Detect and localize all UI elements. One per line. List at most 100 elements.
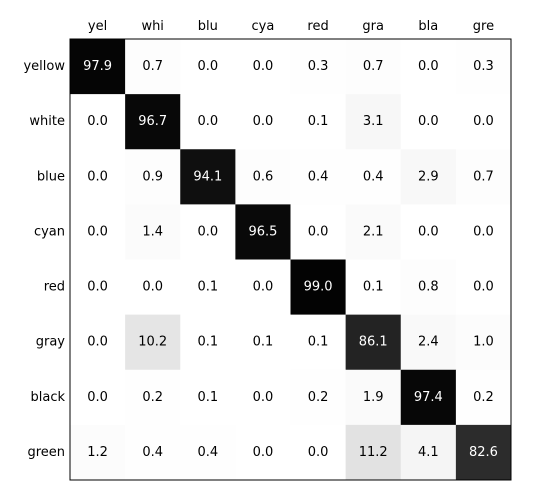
heatmap-cell	[125, 94, 181, 150]
heatmap-cell	[455, 149, 512, 205]
heatmap-cell	[455, 259, 512, 315]
cell-value-label: 2.9	[418, 169, 439, 184]
heatmap-cell	[70, 259, 126, 315]
cell-value-label: 0.0	[87, 224, 108, 239]
cell-value-label: 2.1	[363, 224, 384, 239]
cell-value-label: 0.1	[308, 335, 329, 350]
cell-value-label: 0.0	[253, 59, 274, 74]
heatmap-cell	[345, 204, 402, 260]
cell-value-label: 0.1	[197, 335, 218, 350]
heatmap-cell	[290, 259, 346, 315]
heatmap-cell	[400, 39, 457, 95]
heatmap-cell	[125, 39, 181, 95]
heatmap-cell	[180, 204, 236, 260]
cell-value-label: 0.0	[253, 390, 274, 405]
heatmap-cell	[70, 369, 126, 426]
cell-value-label: 0.0	[87, 114, 108, 129]
heatmap-cell	[125, 369, 181, 426]
heatmap-cell	[125, 259, 181, 315]
cell-value-label: 97.4	[414, 390, 443, 405]
cell-value-label: 0.4	[363, 169, 384, 184]
cell-value-label: 1.4	[142, 224, 163, 239]
cell-value-label: 0.0	[197, 59, 218, 74]
heatmap-cell	[70, 314, 126, 371]
cell-value-label: 0.0	[253, 114, 274, 129]
cell-value-label: 1.9	[363, 390, 384, 405]
cell-value-label: 0.1	[308, 114, 329, 129]
heatmap-cell	[180, 369, 236, 426]
heatmap-cell	[235, 94, 291, 150]
heatmap-cell	[180, 94, 236, 150]
cell-value-label: 0.7	[473, 169, 494, 184]
y-tick-label: blue	[37, 169, 65, 184]
cell-value-label: 0.1	[253, 335, 274, 350]
cell-value-label: 1.2	[87, 445, 108, 460]
heatmap-cell	[290, 39, 346, 95]
heatmap-cell	[180, 259, 236, 315]
cell-value-label: 0.0	[87, 335, 108, 350]
heatmap-cell	[235, 369, 291, 426]
cell-value-label: 0.3	[473, 59, 494, 74]
heatmap-cell	[290, 314, 346, 371]
cell-value-label: 0.2	[142, 390, 163, 405]
cell-value-label: 0.4	[308, 169, 329, 184]
cell-value-label: 3.1	[363, 114, 384, 129]
cell-value-label: 1.0	[473, 335, 494, 350]
heatmap-cell	[235, 259, 291, 315]
heatmap-cell	[180, 314, 236, 371]
cell-value-label: 2.4	[418, 335, 439, 350]
cell-value-label: 0.0	[473, 114, 494, 129]
heatmap-cell	[455, 94, 512, 150]
y-tick-label: black	[30, 390, 65, 405]
cell-value-label: 0.7	[363, 59, 384, 74]
heatmap-cell	[290, 424, 346, 481]
cell-value-label: 4.1	[418, 445, 439, 460]
y-tick-label: green	[27, 445, 65, 460]
heatmap-cell	[235, 149, 291, 205]
heatmap-cell	[125, 149, 181, 205]
cell-value-label: 0.0	[253, 445, 274, 460]
x-tick-label: whi	[141, 19, 163, 34]
x-tick-label: blu	[198, 19, 218, 34]
heatmap-cell	[180, 149, 236, 205]
heatmap-cell	[345, 94, 402, 150]
heatmap-cell	[400, 369, 457, 426]
cell-value-label: 0.3	[308, 59, 329, 74]
x-tick-labels: yel whi blu cya red gra bla gre	[88, 19, 494, 34]
heatmap-cell	[180, 39, 236, 95]
heatmap-cell	[345, 39, 402, 95]
cell-value-label: 0.0	[87, 280, 108, 295]
heatmap-cell	[235, 39, 291, 95]
cell-value-label: 0.7	[142, 59, 163, 74]
heatmap-cell	[235, 424, 291, 481]
cell-value-label: 0.0	[87, 390, 108, 405]
cell-value-label: 97.9	[83, 59, 112, 74]
cell-value-label: 0.0	[418, 224, 439, 239]
heatmap-cell	[345, 259, 402, 315]
heatmap-cell	[290, 94, 346, 150]
cell-value-label: 0.0	[308, 445, 329, 460]
cell-value-label: 10.2	[138, 335, 167, 350]
cell-value-label: 99.0	[304, 280, 333, 295]
heatmap-cell	[235, 204, 291, 260]
heatmap-cells: 97.9 0.7 0.0 0.0 0.3 0.7 0.0 0.3 0.0 96.7 0.0 0.0 0.…	[70, 39, 512, 481]
cell-value-label: 96.7	[138, 114, 167, 129]
heatmap-cell	[455, 369, 512, 426]
cell-value-label: 0.4	[197, 445, 218, 460]
cell-value-label: 96.5	[248, 224, 277, 239]
heatmap-cell	[70, 424, 126, 481]
cell-value-label: 0.1	[197, 390, 218, 405]
cell-value-label: 0.0	[308, 224, 329, 239]
cell-value-label: 0.0	[418, 59, 439, 74]
heatmap-cell	[125, 204, 181, 260]
heatmap-cell	[455, 204, 512, 260]
y-tick-label: cyan	[34, 224, 65, 239]
heatmap-cell	[400, 314, 457, 371]
heatmap-cell	[345, 149, 402, 205]
heatmap-cell	[180, 424, 236, 481]
cell-value-label: 86.1	[359, 335, 388, 350]
heatmap-cell	[400, 424, 457, 481]
x-tick-label: cya	[252, 19, 275, 34]
heatmap-cell	[455, 314, 512, 371]
